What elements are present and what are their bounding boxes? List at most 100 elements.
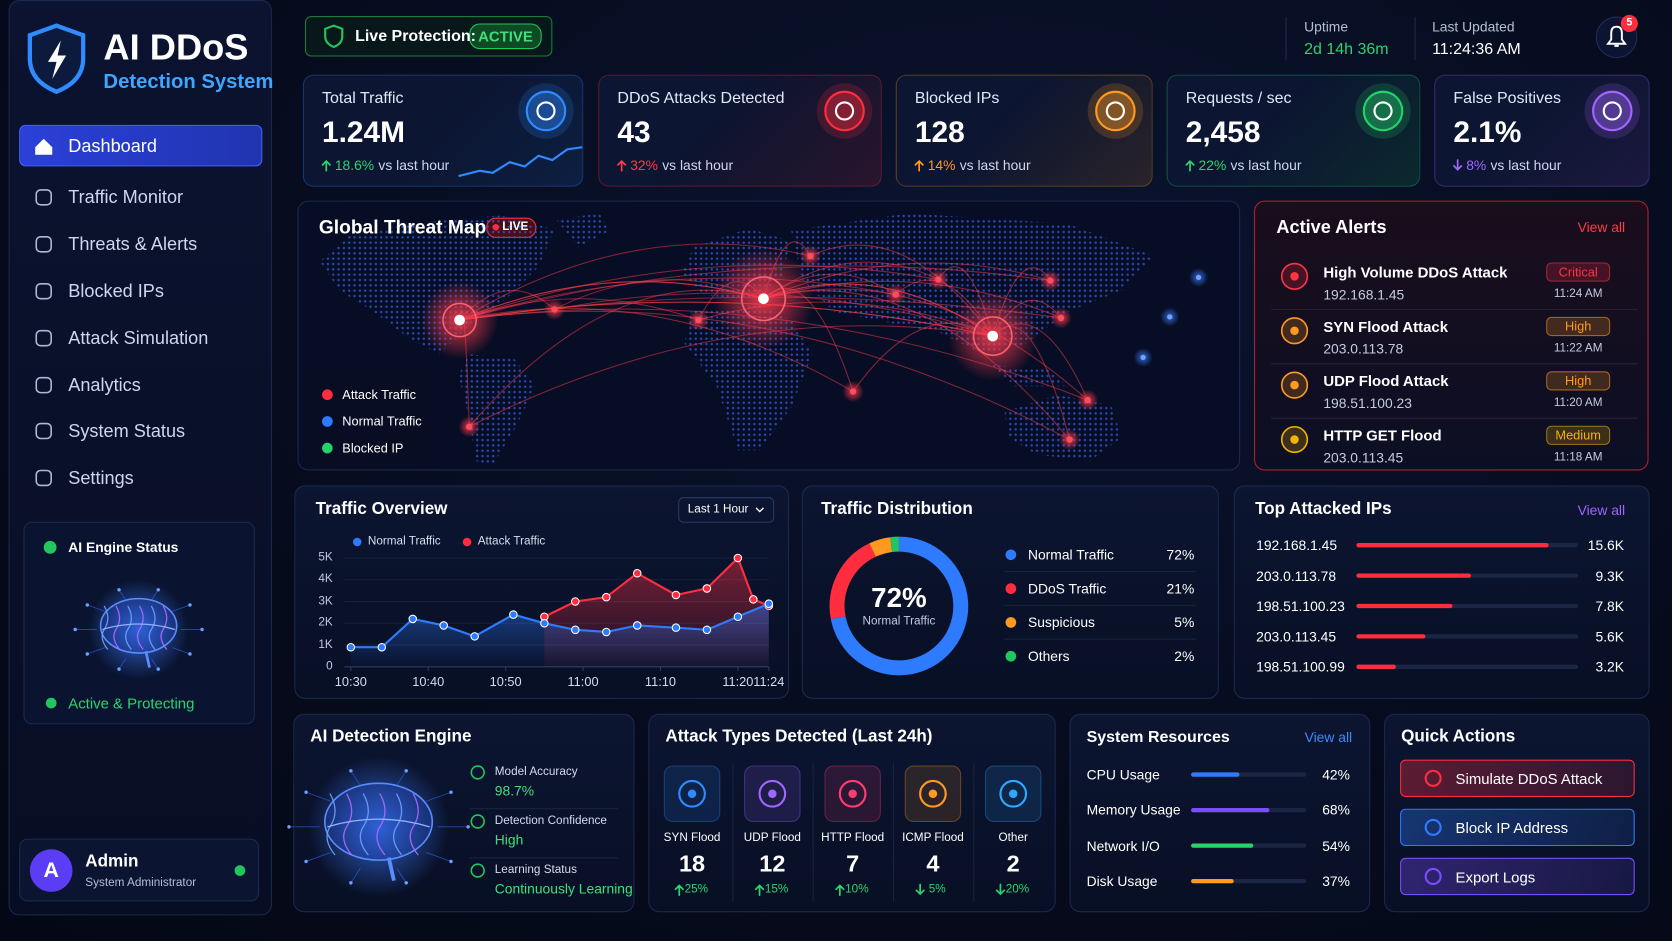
ip-label: 203.0.113.45	[1256, 628, 1337, 645]
alert-time: 11:18 AM	[1553, 450, 1603, 464]
nav-item[interactable]: Traffic Monitor	[68, 187, 184, 208]
donut-segment	[829, 543, 877, 619]
ip-label: 203.0.113.78	[1256, 567, 1337, 584]
circuit-node	[466, 825, 470, 829]
nav-item[interactable]: Analytics	[68, 375, 141, 396]
action-button[interactable]	[1400, 857, 1635, 896]
alert-name: High Volume DDoS Attack	[1323, 263, 1508, 281]
nav-icon	[35, 282, 52, 300]
data-point	[439, 621, 448, 630]
nav-active	[19, 124, 263, 167]
circuit-node	[117, 588, 121, 592]
hotspot	[987, 330, 999, 342]
data-point	[632, 621, 642, 630]
brain-fold	[160, 605, 168, 650]
action-label[interactable]: Simulate DDoS Attack	[1455, 769, 1603, 787]
metric-icon	[470, 814, 485, 829]
attack-count: 7	[846, 850, 860, 877]
kpi-icon	[1592, 90, 1633, 132]
panel-title: AI Detection Engine	[310, 727, 472, 746]
nav-icon	[35, 469, 52, 487]
metric-value: 98.7%	[494, 782, 535, 799]
spot	[695, 316, 702, 324]
spot	[1057, 314, 1065, 322]
action-label[interactable]: Export Logs	[1455, 867, 1536, 885]
kpi-change: 14%	[927, 157, 956, 174]
bar-track	[1356, 664, 1579, 669]
data-point	[408, 614, 418, 624]
map-title: Global Threat Map	[318, 216, 487, 238]
x-tick-label: 11:24	[753, 674, 785, 690]
y-tick-label: 5K	[318, 551, 333, 564]
attack-icon	[999, 779, 1028, 808]
data-point	[702, 584, 712, 593]
legend-dot	[352, 537, 362, 547]
metric-label: Learning Status	[494, 863, 577, 877]
y-tick-label: 3K	[318, 594, 333, 608]
data-point	[571, 597, 580, 606]
nav-icon	[35, 329, 52, 347]
nav-item[interactable]: Settings	[68, 467, 134, 489]
circuit-node	[188, 603, 192, 607]
resource-label: Network I/O	[1086, 837, 1160, 854]
legend-dot	[1005, 549, 1017, 561]
alert-ip: 198.51.100.23	[1323, 395, 1412, 412]
bar	[1191, 807, 1270, 813]
user-name: Admin	[85, 852, 139, 871]
panel-link[interactable]: View all	[1577, 501, 1626, 518]
hotspot-ring	[972, 316, 1013, 357]
panel-link[interactable]: View all	[1304, 729, 1353, 746]
circuit-line	[87, 647, 106, 655]
x-tick-label: 11:10	[644, 674, 676, 690]
brain-stem	[386, 857, 396, 882]
nav-item[interactable]: System Status	[68, 420, 186, 442]
alert-icon-core	[1290, 326, 1299, 336]
data-point	[632, 568, 642, 578]
attack-name: SYN Flood	[663, 831, 721, 845]
donut-center-value: 72%	[871, 581, 927, 614]
data-point	[671, 590, 681, 600]
circuit-node	[404, 881, 408, 885]
metric-icon	[470, 863, 485, 878]
severity-badge	[1546, 262, 1611, 282]
data-point	[377, 642, 387, 652]
kpi-icon	[525, 90, 567, 132]
action-button[interactable]	[1400, 759, 1635, 797]
action-label[interactable]: Block IP Address	[1455, 818, 1569, 836]
normal-spot	[1167, 314, 1173, 320]
attack-change: 20%	[1005, 882, 1030, 896]
panel-title: Top Attacked IPs	[1255, 500, 1392, 519]
spot	[1047, 277, 1054, 284]
alert-ip: 203.0.113.45	[1323, 449, 1404, 466]
bar	[1356, 573, 1471, 578]
nav-item[interactable]: Attack Simulation	[68, 328, 209, 349]
range-label: Last 1 Hour	[687, 503, 749, 516]
nav-item[interactable]: Threats & Alerts	[68, 234, 198, 255]
brain-fold	[409, 793, 419, 856]
attack-icon	[678, 779, 706, 808]
circuit-line	[118, 658, 127, 670]
alert-time: 11:24 AM	[1553, 287, 1603, 301]
action-button[interactable]	[1400, 808, 1635, 847]
alert-icon-core	[1290, 272, 1299, 281]
bar-value: 9.3K	[1595, 567, 1625, 584]
legend-dot	[322, 442, 333, 454]
circuit-line	[396, 770, 407, 786]
alerts-link[interactable]: View all	[1577, 219, 1626, 236]
legend-label: Normal Traffic	[342, 413, 422, 429]
nav-item[interactable]: Dashboard	[68, 136, 157, 157]
circuit-node	[117, 667, 121, 671]
kpi-value: 2.1%	[1453, 115, 1522, 149]
shield-icon	[324, 24, 344, 49]
nav-item[interactable]: Blocked IPs	[68, 281, 164, 302]
metric-label: Model Accuracy	[494, 765, 578, 779]
brain-glow	[308, 756, 449, 898]
resource-value: 68%	[1322, 802, 1350, 819]
series-area	[350, 603, 769, 667]
brain-stem	[144, 650, 151, 668]
kpi-label: False Positives	[1453, 89, 1561, 108]
attack-count: 4	[926, 850, 940, 877]
data-point	[602, 592, 611, 602]
updated-value: 11:24:36 AM	[1432, 40, 1521, 59]
alert-ip: 192.168.1.45	[1323, 286, 1405, 303]
